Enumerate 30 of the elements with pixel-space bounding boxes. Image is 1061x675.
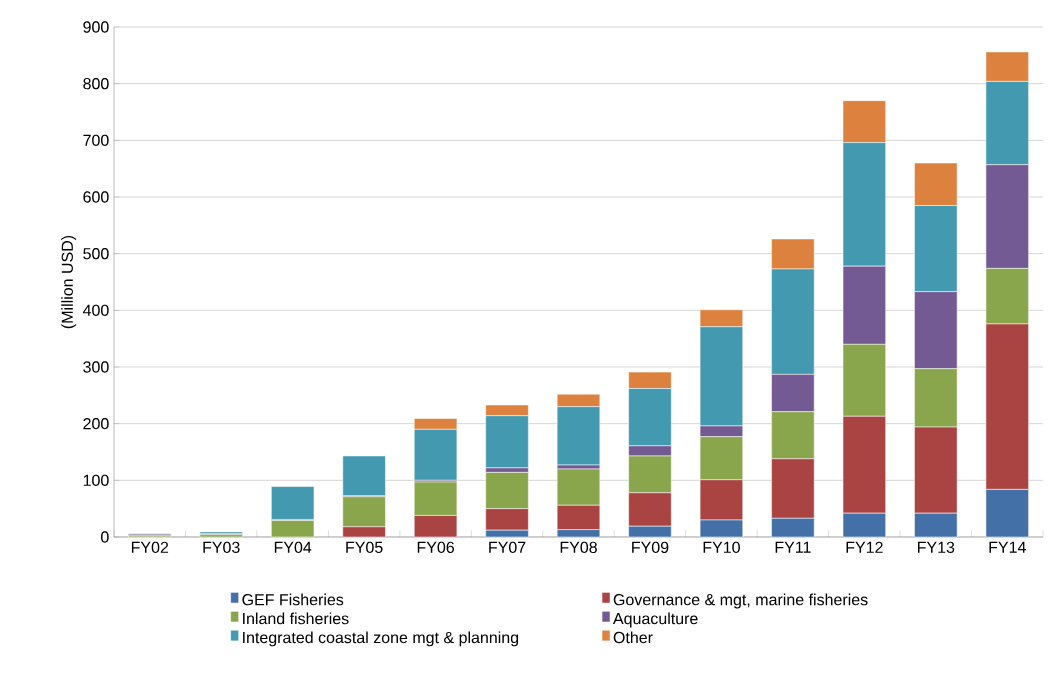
- y-tick-label: 500: [83, 248, 109, 260]
- y-tick-label: 100: [83, 474, 109, 486]
- x-tick-label: FY13: [918, 541, 955, 554]
- x-tick-label: FY11: [775, 541, 811, 553]
- y-tick-label: 0: [101, 531, 109, 543]
- legend-label: Aquaculture: [613, 612, 698, 628]
- y-tick-label: 700: [83, 134, 109, 146]
- y-tick-label: 900: [83, 21, 109, 33]
- legend-label: Inland fisheries: [243, 612, 349, 625]
- x-tick-label: FY10: [703, 541, 740, 554]
- x-tick-label: FY08: [560, 541, 597, 554]
- legend-label: Integrated coastal zone mgt & planning: [243, 631, 519, 647]
- x-tick-label: FY07: [489, 541, 526, 554]
- y-tick-label: 400: [82, 304, 109, 316]
- x-tick-label: FY04: [274, 541, 312, 554]
- y-tick-label: 300: [83, 361, 109, 373]
- legend-label: Governance & mgt, marine fisheries: [613, 593, 868, 609]
- y-axis-title: (Million USD): [61, 235, 77, 329]
- legend-label: GEF Fisheries: [242, 593, 344, 606]
- x-tick-label: FY09: [632, 541, 669, 554]
- x-tick-label: FY06: [417, 541, 454, 554]
- x-tick-label: FY02: [131, 541, 169, 554]
- y-tick-label: 600: [83, 191, 109, 203]
- legend-label: Other: [613, 631, 653, 644]
- x-tick-label: FY05: [346, 541, 383, 554]
- x-tick-label: FY03: [203, 541, 240, 554]
- x-tick-label: FY14: [989, 541, 1026, 553]
- y-tick-label: 200: [83, 418, 109, 430]
- x-tick-label: FY12: [846, 541, 883, 553]
- y-tick-label: 800: [83, 78, 109, 90]
